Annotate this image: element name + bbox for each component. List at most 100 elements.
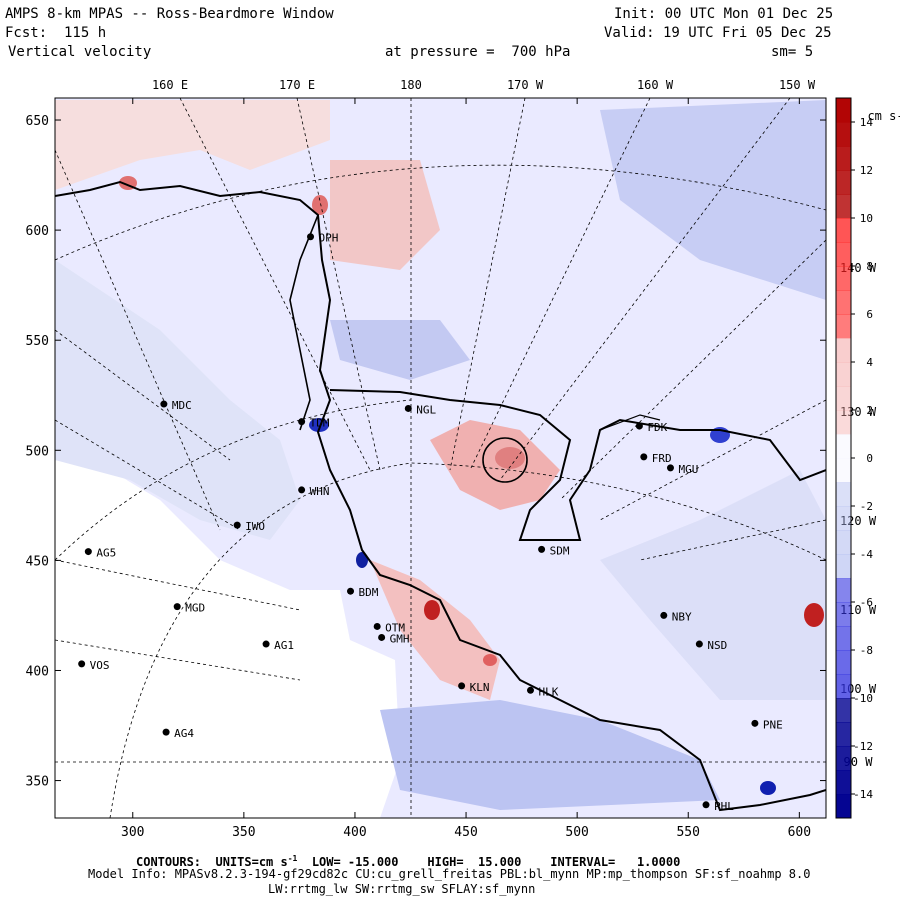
- colorbar-swatch: [836, 434, 851, 459]
- station-marker: [307, 233, 315, 241]
- station-label: AG1: [274, 639, 294, 652]
- colorbar-swatch: [836, 290, 851, 315]
- colorbar-swatch: [836, 266, 851, 291]
- y-axis: 350 400 450 500 550 600 650: [26, 114, 826, 790]
- station-label: SDM: [550, 544, 570, 557]
- colorbar-label: -4: [860, 548, 874, 561]
- station-label: GMH: [390, 632, 410, 645]
- station-label: NGL: [416, 403, 436, 416]
- updraft-cell: [312, 195, 328, 215]
- colorbar-label: -14: [853, 788, 873, 801]
- colorbar-label: 2: [866, 404, 873, 417]
- station-marker: [162, 728, 170, 736]
- station-label: NBY: [672, 610, 692, 623]
- station-marker: [378, 633, 386, 641]
- station-marker: [458, 682, 466, 690]
- colorbar-swatch: [836, 674, 851, 699]
- x-axis: 300 350 400 450 500 550 600: [121, 98, 811, 840]
- colorbar-swatch: [836, 746, 851, 771]
- colorbar-label: 0: [866, 452, 873, 465]
- colorbar-swatch: [836, 722, 851, 747]
- station-label: MGD: [185, 602, 205, 615]
- contour-line: [482, 437, 528, 483]
- colorbar-swatch: [836, 338, 851, 363]
- contour-unit-exponent: -1: [287, 854, 298, 863]
- station-marker: [298, 418, 306, 426]
- station-marker: [666, 464, 674, 472]
- station-marker: [347, 587, 355, 595]
- graticule: [55, 98, 826, 818]
- colorbar-label: 8: [866, 260, 873, 273]
- valid-time: Valid: 19 UTC Fri 05 Dec 25: [604, 25, 832, 41]
- negative-region: [55, 260, 300, 540]
- x-tick-label: 450: [454, 825, 477, 840]
- init-time: Init: 00 UTC Mon 01 Dec 25: [614, 6, 834, 22]
- station-marker: [635, 422, 643, 430]
- station-label: OPH: [319, 232, 339, 245]
- station-label: PNE: [763, 718, 783, 731]
- station-marker: [695, 640, 703, 648]
- colorbar-swatch: [836, 794, 851, 819]
- negative-region: [380, 700, 720, 810]
- station-marker: [373, 622, 381, 630]
- station-label: NSD: [707, 639, 727, 652]
- station-label: KLN: [470, 681, 490, 694]
- colorbar-swatch: [836, 770, 851, 795]
- colorbar-swatch: [836, 362, 851, 387]
- x-tick-label: 400: [343, 825, 366, 840]
- map-plot-area: MDC TDM NGL FDK FRD MGU WHN IWO AG5 SDM BDM MGD NBY O…: [55, 98, 826, 818]
- colorbar-swatch: [836, 218, 851, 243]
- colorbar-swatch: [836, 650, 851, 675]
- station-marker: [702, 801, 710, 809]
- station-label: AG4: [174, 727, 194, 740]
- field-name: Vertical velocity: [8, 44, 152, 60]
- top-lon-label: 170 E: [279, 78, 315, 92]
- colorbar-swatch: [836, 602, 851, 627]
- colorbar-label: -2: [860, 500, 873, 513]
- coastline: [55, 180, 826, 812]
- colorbar-swatch: [836, 506, 851, 531]
- station-label: WHN: [310, 485, 330, 498]
- colorbar-swatch: [836, 482, 851, 507]
- colorbar-swatch: [836, 554, 851, 579]
- colorbar-label: -8: [860, 644, 873, 657]
- y-tick-label: 350: [26, 775, 49, 790]
- top-lon-label: 160 W: [637, 78, 674, 92]
- station-marker: [660, 611, 668, 619]
- contour-high: HIGH= 15.000: [427, 855, 522, 869]
- contour-low: LOW= -15.000: [311, 855, 399, 869]
- colorbar-unit-text: cm s-1: [867, 109, 900, 123]
- station-marker: [526, 686, 534, 694]
- colorbar-swatch: [836, 698, 851, 723]
- downdraft-cell: [356, 552, 368, 568]
- station-label: FRD: [652, 452, 672, 465]
- station-marker: [78, 660, 86, 668]
- contour-line: [599, 414, 661, 431]
- station-marker: [298, 486, 306, 494]
- colorbar-label: 6: [866, 308, 873, 321]
- station-marker: [640, 453, 648, 461]
- colorbar-swatch: [836, 626, 851, 651]
- no-data-region: [55, 460, 400, 818]
- station-marker: [404, 404, 412, 412]
- updraft-cell: [804, 603, 824, 627]
- station-label: AG5: [96, 547, 116, 560]
- updraft-cell: [495, 447, 525, 469]
- x-tick-label: 550: [676, 825, 699, 840]
- y-tick-label: 600: [26, 224, 49, 239]
- y-tick-label: 550: [26, 334, 49, 349]
- negative-region: [600, 470, 826, 700]
- station-marker: [84, 548, 92, 556]
- station-marker: [538, 545, 546, 553]
- right-lon-label: 130 W: [840, 405, 877, 419]
- colorbar: 14 12 10 8 6 4 2 0 -2 -4 -6 -8 -10 -12 -14: [835, 97, 874, 819]
- station-marker: [751, 719, 759, 727]
- y-tick-label: 400: [26, 664, 49, 679]
- station-marker: [160, 400, 168, 408]
- coastline: [289, 214, 319, 431]
- colorbar-label: 4: [866, 356, 873, 369]
- station-marker: [233, 521, 241, 529]
- x-tick-label: 350: [232, 825, 255, 840]
- x-tick-label: 300: [121, 825, 144, 840]
- colorbar-swatch: [836, 386, 851, 411]
